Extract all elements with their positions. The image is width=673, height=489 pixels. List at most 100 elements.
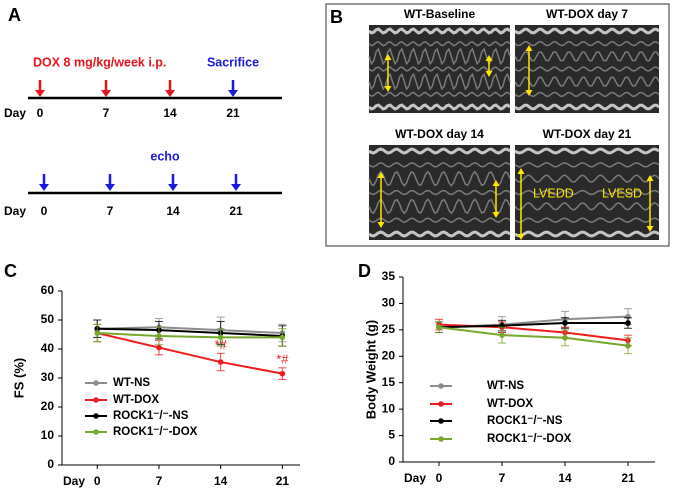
legend-label: ROCK1⁻/⁻-DOX [487,433,572,445]
echo-texture [368,27,511,35]
echo-texture [514,76,660,87]
legend-marker [93,397,99,403]
y-tick-label: 15 [382,375,396,389]
day-label: 21 [226,106,240,120]
significance-label: *# [276,351,289,366]
arrow-head [485,55,493,61]
echo-texture [368,170,511,187]
echo-texture [368,230,511,238]
echo-texture [368,47,511,66]
x-tick-label: 7 [156,474,163,488]
echo-texture [368,72,511,91]
legend-marker [438,401,444,407]
arrow-head [377,172,385,178]
echo-texture [514,41,660,47]
legend-marker [93,413,99,419]
day-label: 7 [107,204,114,218]
echo-texture [514,202,660,211]
panel-label: A [8,5,21,25]
legend-label: ROCK1⁻/⁻-NS [113,410,189,422]
legend-marker [438,436,444,442]
arrow-head [165,90,175,97]
image-title: WT-Baseline [404,7,476,21]
echo-texture [368,103,511,111]
y-tick-label: 25 [382,322,396,336]
x-tick-label: 21 [276,474,290,488]
arrow-head [646,226,654,232]
legend-marker [438,383,444,389]
arrow-head [517,168,525,174]
x-tick-label: 0 [94,474,101,488]
arrow-head [517,234,525,240]
image-title: WT-DOX day 14 [395,127,484,141]
measure-label: LVEDD [533,186,574,200]
arrow-head [492,212,500,218]
y-tick-label: 10 [41,428,55,442]
echo-texture [514,27,660,35]
x-tick-label: 0 [436,471,443,485]
day-label: 7 [103,106,110,120]
legend-marker [93,380,99,386]
arrow-head [101,90,111,97]
arrow-head [228,90,238,97]
panel-b-frame [325,3,670,247]
day-label: 0 [41,204,48,218]
day-label: 14 [163,106,177,120]
panel-label: C [4,261,17,281]
data-point [499,332,505,338]
series-line [97,327,283,337]
echo-texture [368,40,511,47]
data-point [156,344,162,351]
arrow-head [525,90,533,96]
y-tick-label: 0 [47,457,54,471]
legend-label: WT-NS [113,377,150,389]
echo-texture [514,147,660,155]
x-tick-label: 21 [621,471,635,485]
echo-texture [514,217,660,223]
echo-texture [514,174,660,183]
legend-marker [93,429,99,435]
echo-texture [368,91,511,98]
timeline-label: DOX 8 mg/kg/week i.p. [33,55,166,69]
day-label: 21 [229,204,243,218]
image-title: WT-DOX day 21 [543,127,632,141]
data-point [279,334,286,341]
series-line [97,332,283,339]
y-tick-label: 30 [41,370,55,384]
x-tick-label: 14 [558,471,572,485]
data-point [217,334,224,341]
data-point [562,334,568,341]
echo-texture [368,161,511,168]
data-point [217,359,224,365]
y-axis-label: Body Weight (g) [363,320,378,419]
y-axis-label: FS (%) [11,358,26,398]
echo-texture [514,51,660,62]
y-tick-label: 20 [382,348,396,362]
data-point [625,320,631,326]
legend-label: WT-DOX [113,394,159,406]
series-line [97,332,283,375]
y-tick-label: 40 [41,341,55,355]
series-line [97,326,283,335]
arrow-head [384,86,392,92]
data-point [562,320,568,326]
x-axis-label: Day [63,474,85,488]
legend-label: ROCK1⁻/⁻-DOX [113,426,198,438]
data-point [436,324,442,331]
arrow-head [168,184,178,191]
y-tick-label: 0 [388,454,395,468]
x-axis-label: Day [404,471,426,485]
legend-label: WT-NS [487,380,524,392]
day-label: 14 [166,204,180,218]
arrow-head [377,222,385,228]
arrow-head [384,54,392,60]
arrow-head [485,71,493,77]
y-tick-label: 20 [41,399,55,413]
data-point [156,333,162,339]
legend-marker [438,418,444,424]
echo-texture [514,91,660,97]
data-point [94,330,101,336]
echo-texture [368,189,511,196]
day-axis-label: Day [4,106,26,120]
